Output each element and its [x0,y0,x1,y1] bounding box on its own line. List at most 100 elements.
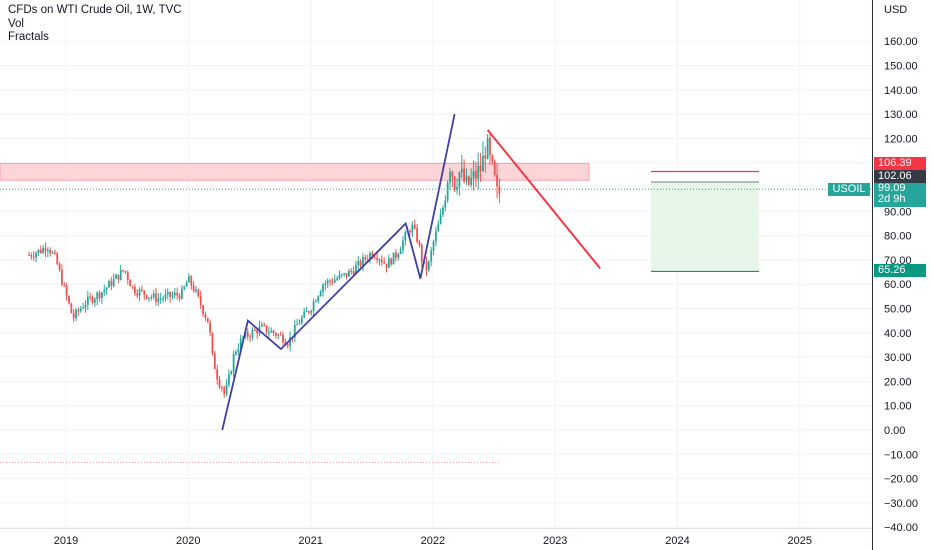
candle-body [150,296,153,298]
candle-body [402,240,404,250]
candle-body [390,258,393,265]
elliott-wave-line [221,113,456,431]
candle-body [326,280,329,284]
x-tick-label: 2023 [543,535,567,547]
candle-body [357,260,360,266]
candle-body [303,311,306,318]
candle-body [119,270,122,280]
candle-body [366,259,369,261]
candle-body [486,137,489,159]
candle-body [350,270,353,272]
y-tick-label: 40.00 [884,328,912,340]
candle-body [352,271,355,274]
candle-body [32,256,35,258]
indicator-vol-label[interactable]: Vol [8,17,24,30]
stop-zone [651,171,759,182]
candle-body [171,295,174,297]
candle-body [166,291,169,295]
candle-body [122,270,124,272]
symbol-title[interactable]: CFDs on WTI Crude Oil, 1W, TVC [8,4,182,16]
candle-body [399,249,402,255]
candle-body [239,338,242,349]
x-tick-label: 2020 [176,535,200,547]
candle-body [89,296,92,298]
candle-body [35,253,37,258]
candle-body [449,171,451,183]
candle-body [305,311,308,313]
price-tag-last: 99.09 2d 9h [874,183,926,207]
chart-legend: CFDs on WTI Crude Oil, 1W, TVC Vol Fract… [8,4,182,45]
y-tick-label: 0.00 [884,425,905,437]
candle-body [420,245,423,263]
currency-label[interactable]: USD [884,4,908,16]
candle-body [329,280,331,282]
candle-body [362,257,364,266]
candle-body [220,387,223,389]
candle-body [453,177,456,190]
candle-body [37,249,40,254]
candle-body [195,289,197,291]
candle-body [392,252,395,265]
candle-body [317,296,320,302]
candle-body [434,231,437,242]
candle-body [209,322,212,333]
y-tick-label: 60.00 [884,279,912,291]
candle-body [472,171,475,178]
symbol-tag: USOIL [828,183,870,196]
candle-body [380,259,383,263]
candle-body [46,249,49,252]
candle-body [223,387,226,395]
y-tick-label: −40.00 [884,522,918,534]
candle-body [216,369,219,380]
candle-body [268,332,270,334]
y-tick-label: 30.00 [884,352,912,364]
candle-body [383,262,386,264]
candle-body [336,278,339,280]
candle-body [286,344,289,346]
candle-body [397,254,400,258]
candle-body [484,155,487,159]
candle-body [112,278,115,286]
candle-body [157,298,160,302]
candle-body [199,295,202,306]
candle-body [444,200,447,208]
candle-body [61,270,63,285]
candle-body [451,171,454,178]
x-tick-label: 2022 [421,535,445,547]
candle-body [430,250,433,262]
target-zone [651,181,759,272]
candle-body [178,295,181,299]
y-tick-label: 50.00 [884,304,912,316]
candle-body [418,241,421,246]
candle-body [79,308,82,312]
candle-body [293,324,296,338]
candle-body [404,231,407,241]
drawings-back [0,162,872,464]
candle-body [124,270,127,273]
last-price-value: 99.09 [878,182,906,194]
candle-body [202,305,204,315]
candle-body [28,255,30,257]
candle-body [432,241,435,251]
y-tick-label: −10.00 [884,449,918,461]
candle-body [86,296,89,305]
candle-body [272,330,275,334]
candle-body [387,258,390,268]
candle-body [493,161,496,175]
y-tick-label: 20.00 [884,376,912,388]
candle-body [164,294,167,299]
x-tick-label: 2024 [665,535,689,547]
candle-body [463,168,466,182]
candle-body [263,324,266,326]
candle-body [204,314,207,318]
candle-body [491,155,494,162]
candle-body [282,334,284,343]
candle-body [251,330,254,338]
candle-body [155,293,157,302]
candle-body [319,291,322,297]
candle-body [338,274,341,279]
candle-body [237,348,240,352]
indicator-fractals-label[interactable]: Fractals [8,31,49,43]
